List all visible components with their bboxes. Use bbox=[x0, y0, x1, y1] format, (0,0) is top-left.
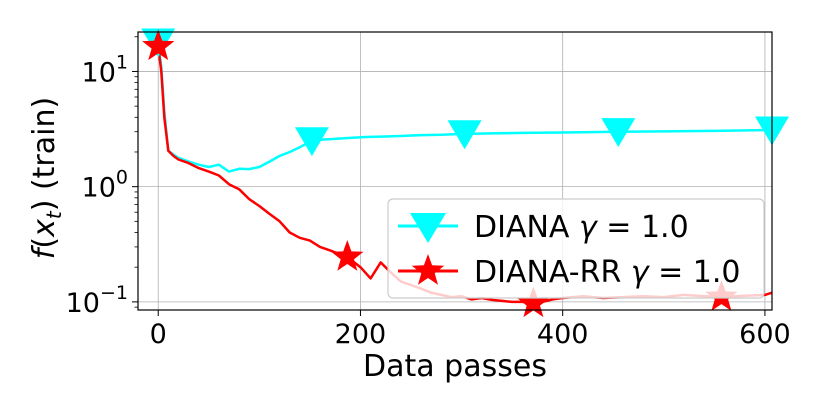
y-tick-label: 100 bbox=[82, 167, 128, 204]
marker-triangle bbox=[601, 118, 636, 147]
marker-triangle bbox=[294, 127, 329, 157]
x-tick-label: 400 bbox=[537, 319, 589, 350]
y-axis-label: f(xt) (train) bbox=[27, 97, 66, 259]
grid-lines bbox=[138, 32, 772, 310]
x-tick-label: 600 bbox=[739, 319, 791, 350]
x-axis-label: Data passes bbox=[363, 349, 547, 384]
marker-star bbox=[331, 240, 364, 271]
y-tick-label: 101 bbox=[82, 51, 128, 88]
x-tick-label: 200 bbox=[335, 319, 387, 350]
x-tick-label: 0 bbox=[150, 319, 167, 350]
marker-star bbox=[517, 286, 550, 318]
legend-box bbox=[387, 198, 765, 299]
legend-marker-diana-rr bbox=[411, 254, 445, 285]
legend-marker-diana bbox=[410, 213, 446, 243]
marker-star bbox=[142, 29, 175, 61]
series-line-diana bbox=[156, 41, 772, 173]
marker-triangle bbox=[447, 120, 482, 150]
y-tick-label: 10−1 bbox=[66, 282, 128, 319]
y-ticks: 10−1 100 101 bbox=[66, 36, 138, 319]
legend-label-diana: DIANA γ = 1.0 bbox=[474, 210, 689, 245]
legend: DIANA γ = 1.0 DIANA-RR γ = 1.0 bbox=[387, 198, 765, 299]
legend-label-diana-rr: DIANA-RR γ = 1.0 bbox=[474, 255, 741, 290]
x-ticks: 0 200 400 600 bbox=[150, 310, 791, 350]
plot-frame bbox=[137, 31, 773, 311]
